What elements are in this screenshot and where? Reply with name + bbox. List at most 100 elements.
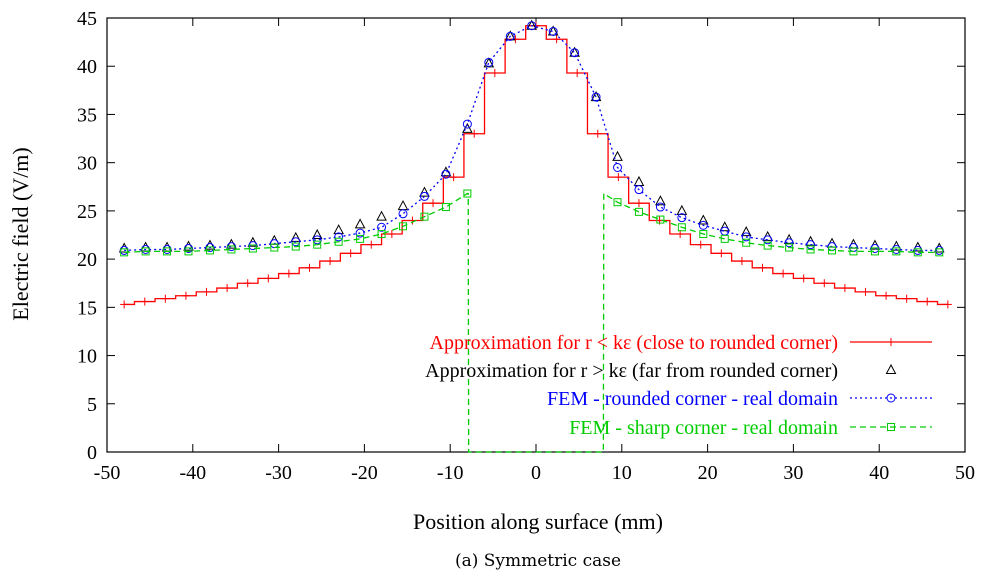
data-point (593, 129, 602, 138)
data-point (552, 35, 561, 44)
data-point (419, 186, 430, 197)
data-point (613, 162, 623, 172)
data-point (354, 218, 366, 229)
data-point (141, 247, 150, 256)
y-tick-label: 40 (77, 56, 97, 78)
data-point (305, 263, 314, 272)
legend: Approximation for r < kε (close to round… (425, 332, 932, 439)
y-tick-label: 45 (77, 8, 97, 30)
data-point (397, 199, 409, 211)
data-point (419, 191, 429, 201)
data-point (346, 249, 355, 258)
figure-caption: (a) Symmetric case (455, 551, 621, 571)
y-tick-label: 15 (77, 297, 97, 319)
series-layer (118, 19, 952, 453)
data-point (527, 21, 537, 31)
y-tick-label: 20 (77, 249, 97, 271)
data-point (740, 226, 752, 237)
y-tick-label: 30 (77, 153, 97, 175)
y-tick-label: 25 (77, 201, 97, 223)
data-point (614, 173, 623, 182)
data-point (205, 246, 214, 255)
data-point (741, 232, 751, 242)
data-point (248, 244, 257, 253)
x-tick-label: -10 (437, 462, 464, 484)
data-point (399, 222, 408, 231)
data-point (490, 68, 499, 77)
data-point (326, 257, 335, 266)
data-point (861, 287, 870, 296)
data-point (398, 209, 408, 219)
x-tick-label: 50 (955, 462, 975, 484)
data-point (676, 230, 685, 239)
x-tick-label: 20 (698, 462, 718, 484)
data-point (202, 287, 211, 296)
data-point (449, 173, 458, 182)
data-point (484, 57, 494, 67)
data-point (264, 274, 273, 283)
data-point (462, 119, 472, 129)
legend-marker (886, 393, 896, 403)
data-point (333, 224, 344, 235)
data-point (591, 92, 601, 102)
data-point (785, 243, 794, 252)
legend-entry-label: FEM - sharp corner - real domain (569, 417, 838, 439)
data-point (923, 297, 932, 306)
data-point (163, 247, 172, 256)
data-point (870, 247, 879, 256)
data-point (462, 122, 473, 133)
legend-marker (887, 338, 895, 346)
data-point (820, 279, 829, 288)
data-point (633, 175, 645, 186)
x-tick-label: 0 (531, 462, 541, 484)
data-point (935, 248, 944, 257)
data-point (613, 198, 622, 207)
data-point (312, 235, 322, 245)
data-point (720, 234, 729, 243)
data-point (184, 247, 193, 256)
x-tick-label: 40 (869, 462, 889, 484)
data-point (505, 31, 515, 41)
data-point (573, 68, 582, 77)
data-point (882, 291, 891, 300)
data-point (784, 238, 794, 248)
data-point (223, 284, 232, 293)
x-tick-label: -20 (351, 462, 378, 484)
data-point (334, 237, 343, 246)
data-point (779, 269, 788, 278)
data-point (696, 240, 705, 249)
data-point (291, 237, 301, 247)
y-axis-label: Electric field (V/m) (8, 147, 33, 320)
legend-marker (887, 423, 895, 431)
data-point (655, 202, 665, 212)
data-point (463, 189, 472, 198)
data-point (763, 241, 772, 250)
data-point (677, 213, 687, 223)
data-point (440, 166, 452, 177)
data-point (548, 27, 558, 37)
data-point (799, 274, 808, 283)
data-point (120, 248, 129, 257)
x-tick-label: -40 (179, 462, 206, 484)
data-point (806, 245, 815, 254)
data-point (441, 203, 450, 212)
x-tick-label: -30 (265, 462, 292, 484)
data-point (655, 195, 666, 206)
data-point (183, 240, 194, 251)
x-tick-label: 10 (612, 462, 632, 484)
data-point (367, 240, 376, 249)
data-point (284, 269, 293, 278)
data-point (120, 300, 129, 309)
data-point (697, 214, 709, 225)
data-point (291, 242, 300, 251)
data-point (719, 221, 731, 232)
data-point (758, 263, 767, 272)
axis-ticks: -50 -40 -30 -20 -10 0 10 20 30 40 50 0 5 10 15 20 25 30 35… (77, 8, 975, 484)
legend-marker (885, 363, 897, 374)
x-tick-label: 30 (783, 462, 803, 484)
data-point (677, 223, 686, 232)
series-3 (119, 21, 944, 255)
data-point (334, 232, 344, 242)
data-point (441, 169, 451, 179)
